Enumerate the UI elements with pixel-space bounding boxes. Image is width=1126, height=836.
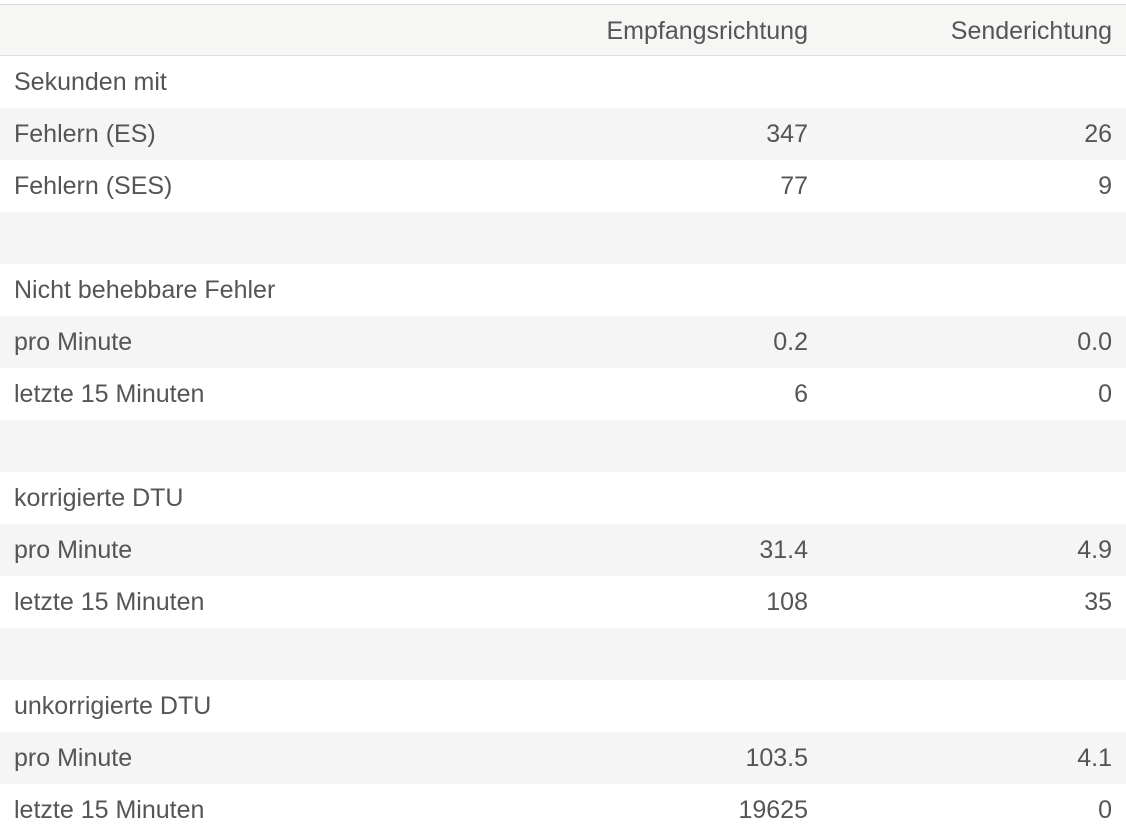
row-value: 347 <box>766 120 808 148</box>
row-value: 77 <box>780 172 808 200</box>
row-value: 4.1 <box>1077 744 1112 772</box>
row-value: 19625 <box>738 796 808 824</box>
row-label: letzte 15 Minuten <box>14 380 205 408</box>
row-label: letzte 15 Minuten <box>14 588 205 616</box>
spacer-row <box>0 212 1126 264</box>
table-row: unkorrigierte DTU <box>0 680 1126 732</box>
row-value: 6 <box>794 380 808 408</box>
row-label: pro Minute <box>14 328 133 356</box>
table-row: Fehlern (SES) 77 9 <box>0 160 1126 212</box>
row-label: pro Minute <box>14 744 133 772</box>
row-value: 31.4 <box>759 536 808 564</box>
table-row: pro Minute 0.2 0.0 <box>0 316 1126 368</box>
table-row: Sekunden mit <box>0 56 1126 108</box>
stats-table: Empfangsrichtung Senderichtung Sekunden … <box>0 4 1126 836</box>
table-row: letzte 15 Minuten 108 35 <box>0 576 1126 628</box>
row-value: 35 <box>1084 588 1112 616</box>
row-label: Sekunden mit <box>14 68 167 96</box>
row-value: 0.0 <box>1077 328 1112 356</box>
table-row: pro Minute 103.5 4.1 <box>0 732 1126 784</box>
row-label: Fehlern (ES) <box>14 120 156 148</box>
table-row: korrigierte DTU <box>0 472 1126 524</box>
row-label: Fehlern (SES) <box>14 172 173 200</box>
row-value: 26 <box>1084 120 1112 148</box>
row-value: 9 <box>1098 172 1112 200</box>
row-label: Nicht behebbare Fehler <box>14 276 276 304</box>
row-label: korrigierte DTU <box>14 484 184 512</box>
row-value: 0 <box>1098 796 1112 824</box>
spacer-row <box>0 628 1126 680</box>
column-header: Senderichtung <box>950 17 1112 45</box>
column-header: Empfangsrichtung <box>606 17 808 45</box>
table-row: Fehlern (ES) 347 26 <box>0 108 1126 160</box>
table-row: letzte 15 Minuten 6 0 <box>0 368 1126 420</box>
row-value: 0 <box>1098 380 1112 408</box>
row-value: 4.9 <box>1077 536 1112 564</box>
row-value: 103.5 <box>745 744 808 772</box>
spacer-row <box>0 420 1126 472</box>
header-row: Empfangsrichtung Senderichtung <box>0 4 1126 56</box>
table-row: Nicht behebbare Fehler <box>0 264 1126 316</box>
row-label: letzte 15 Minuten <box>14 796 205 824</box>
row-value: 108 <box>766 588 808 616</box>
row-value: 0.2 <box>773 328 808 356</box>
row-label: pro Minute <box>14 536 133 564</box>
table-row: pro Minute 31.4 4.9 <box>0 524 1126 576</box>
table-row: letzte 15 Minuten 19625 0 <box>0 784 1126 836</box>
row-label: unkorrigierte DTU <box>14 692 212 720</box>
